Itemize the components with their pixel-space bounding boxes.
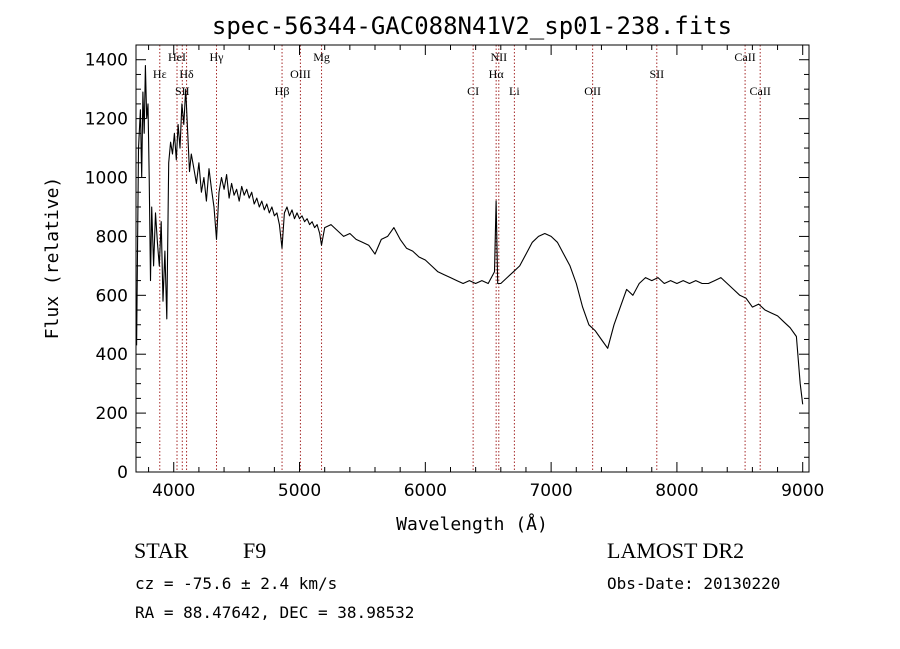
y-tick-label: 1000 [85, 169, 128, 189]
x-axis-label: Wavelength (Å) [396, 513, 548, 535]
spectral-line-label: Li [509, 84, 520, 98]
survey-name: LAMOST DR2 [607, 538, 745, 563]
y-tick-label: 400 [96, 345, 128, 365]
chart-title: spec-56344-GAC088N41V2_sp01-238.fits [212, 12, 732, 40]
spectral-line-label: Hε [153, 67, 167, 81]
flux-line [136, 65, 804, 405]
spectral-line-label: OIII [290, 67, 311, 81]
spectral-line-label: CaII [750, 84, 771, 98]
x-tick-label: 8000 [655, 481, 698, 501]
y-tick-label: 200 [96, 404, 128, 424]
spectral-line-label: CaII [734, 50, 755, 64]
y-tick-label: 600 [96, 286, 128, 306]
observation-date: Obs-Date: 20130220 [607, 574, 781, 593]
y-tick-label: 800 [96, 227, 128, 247]
plot-frame [135, 44, 810, 473]
spectral-line-label: NII [490, 50, 507, 64]
x-axis: 4000 5000 6000 7000 8000 9000 [148, 45, 824, 501]
spectral-line-label: CI [467, 84, 479, 98]
coordinates: RA = 88.47642, DEC = 38.98532 [135, 603, 415, 622]
x-tick-label: 7000 [529, 481, 572, 501]
spectral-line-label: SII [649, 67, 664, 81]
y-tick-label: 0 [117, 463, 128, 483]
x-tick-label: 5000 [278, 481, 321, 501]
spectral-line-label: Hβ [275, 84, 290, 98]
flux-series [136, 65, 804, 405]
x-tick-label: 9000 [781, 481, 824, 501]
redshift-value: cz = -75.6 ± 2.4 km/s [135, 574, 338, 593]
spectral-line-label: Hγ [210, 50, 225, 64]
spectral-line-label: SII [175, 84, 190, 98]
y-tick-label: 1200 [85, 110, 128, 130]
y-axis: 0 200 400 600 800 1000 1200 1400 [85, 51, 809, 483]
y-tick-label: 1400 [85, 51, 128, 71]
object-class: STAR [134, 538, 189, 563]
spectral-line-label: HeI [168, 50, 186, 64]
y-axis-label: Flux (relative) [42, 177, 63, 340]
spectral-line-label: Hδ [179, 67, 194, 81]
spectral-line-label: Mg [313, 50, 330, 64]
spectral-line-label: Hα [489, 67, 505, 81]
spectral-line-label: OII [584, 84, 601, 98]
object-subclass: F9 [243, 538, 267, 563]
x-tick-label: 6000 [404, 481, 447, 501]
x-tick-label: 4000 [152, 481, 195, 501]
